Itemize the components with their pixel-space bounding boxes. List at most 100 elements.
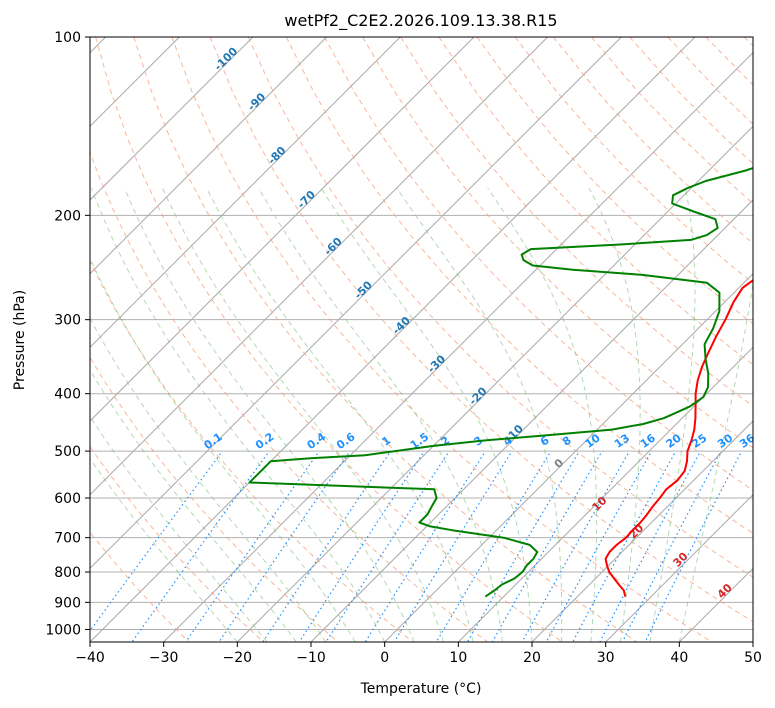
- x-tick-label: 10: [449, 650, 467, 666]
- isotherm-label: -50: [352, 278, 375, 301]
- x-tick-label: −20: [223, 650, 253, 666]
- dry-adiabat: [552, 37, 753, 244]
- mixing-ratio-line: [435, 453, 550, 642]
- moist-adiabat: [90, 368, 297, 642]
- mixing-ratio-line: [621, 453, 721, 642]
- moist-adiabat: [90, 188, 386, 642]
- saturation-label: 40: [715, 581, 735, 601]
- isotherm-line: [90, 37, 622, 570]
- dry-adiabat: [514, 37, 753, 284]
- dry-adiabat: [209, 37, 753, 623]
- dry-adiabat: [362, 37, 753, 449]
- mixing-ratio-line: [364, 453, 485, 642]
- dry-adiabat: [95, 37, 563, 642]
- mixing-ratio-line: [545, 453, 651, 642]
- x-tick-label: −30: [149, 650, 179, 666]
- mixing-ratio-label: 8: [560, 434, 574, 449]
- mixing-ratio-line: [644, 453, 741, 642]
- mixing-ratio-line: [298, 453, 424, 642]
- mixing-ratio-line: [466, 453, 579, 642]
- moist-adiabat: [258, 187, 503, 642]
- moist-adiabat: [588, 187, 641, 642]
- isotherm-line: [236, 125, 753, 642]
- dry-adiabat: [133, 37, 638, 642]
- mixing-ratio-label: 0.6: [334, 430, 358, 452]
- isotherm-line: [163, 51, 753, 642]
- chart-title: wetPf2_C2E2.2026.109.13.38.R15: [284, 11, 557, 31]
- x-tick-label: 0: [380, 650, 389, 666]
- dry-adiabat: [324, 37, 753, 491]
- isotherm-line: [90, 37, 696, 642]
- dry-adiabat: [90, 356, 339, 642]
- dry-adiabat: [90, 445, 264, 642]
- mixing-ratio-label: 16: [638, 431, 658, 451]
- dry-adiabat: [743, 37, 753, 47]
- dry-adiabat: [591, 37, 753, 205]
- x-tick-label: 50: [744, 650, 762, 666]
- saturation-label: 10: [589, 494, 609, 514]
- x-axis-label: Temperature (°C): [360, 681, 482, 697]
- y-axis-label: Pressure (hPa): [12, 290, 28, 390]
- mixing-ratio-line: [185, 453, 318, 642]
- moist-adiabat: [487, 187, 598, 642]
- isotherm-line: [90, 37, 549, 496]
- dry-adiabat: [90, 260, 414, 642]
- isotherm-line: [752, 641, 753, 642]
- moist-adiabat: [162, 187, 445, 642]
- mixing-ratio-label: 1: [379, 434, 393, 449]
- isotherm-line: [90, 37, 328, 275]
- y-tick-label: 400: [54, 387, 81, 403]
- moist-adiabat: [678, 280, 753, 642]
- saturation-label: 30: [671, 549, 691, 569]
- x-tick-label: 40: [670, 650, 688, 666]
- isotherm-label: -80: [265, 144, 288, 167]
- mixing-ratio-line: [393, 453, 511, 642]
- mixing-ratio-line: [131, 453, 268, 642]
- isotherm-line: [90, 37, 401, 349]
- dry-adiabat: [90, 150, 488, 642]
- isotherm-label: -60: [322, 235, 345, 258]
- dry-adiabat: [438, 37, 753, 366]
- isotherm-label: -100: [212, 44, 241, 73]
- moist-adiabat: [90, 415, 268, 642]
- mixing-ratio-label: 13: [612, 431, 632, 450]
- isotherm-label: -70: [295, 188, 318, 211]
- y-tick-label: 200: [54, 208, 81, 224]
- plot-frame: [89, 36, 754, 643]
- mixing-ratio-line: [218, 453, 349, 642]
- temperature-profile: [604, 278, 753, 597]
- moist-adiabat: [124, 188, 415, 642]
- isotherm-line: [384, 272, 753, 642]
- dewpoint-profile: [248, 167, 753, 598]
- y-tick-label: 600: [54, 491, 81, 507]
- dry-adiabat: [247, 37, 753, 578]
- saturation-label: 20: [626, 521, 646, 541]
- isotherm-line: [90, 37, 254, 201]
- mixing-ratio-line: [572, 453, 675, 642]
- x-tick-label: −40: [75, 650, 105, 666]
- isotherm-line: [310, 199, 753, 642]
- isotherm-label: -30: [425, 352, 448, 375]
- mixing-ratio-label: 10: [583, 431, 603, 451]
- isotherm-line: [90, 37, 475, 422]
- y-tick-label: 900: [54, 595, 81, 611]
- isotherm-label: -90: [245, 90, 268, 113]
- isotherm-line: [678, 567, 753, 642]
- y-tick-label: 300: [54, 313, 81, 329]
- mixing-ratio-label: 30: [715, 431, 735, 451]
- moist-adiabat: [90, 256, 356, 642]
- dry-adiabat: [171, 37, 712, 642]
- y-tick-label: 500: [54, 444, 81, 460]
- x-tick-label: 20: [523, 650, 541, 666]
- mixing-ratio-line: [325, 453, 449, 642]
- isotherm-line: [605, 493, 753, 642]
- mixing-ratio-label: 0.4: [305, 430, 329, 452]
- mixing-ratio-line: [521, 453, 629, 642]
- moist-adiabat: [320, 187, 533, 642]
- dry-adiabat: [400, 37, 753, 407]
- y-tick-label: 1000: [45, 622, 81, 638]
- mixing-ratio-label: 0.2: [253, 430, 276, 452]
- isotherm-line: [531, 420, 753, 642]
- dry-adiabat: [705, 37, 753, 86]
